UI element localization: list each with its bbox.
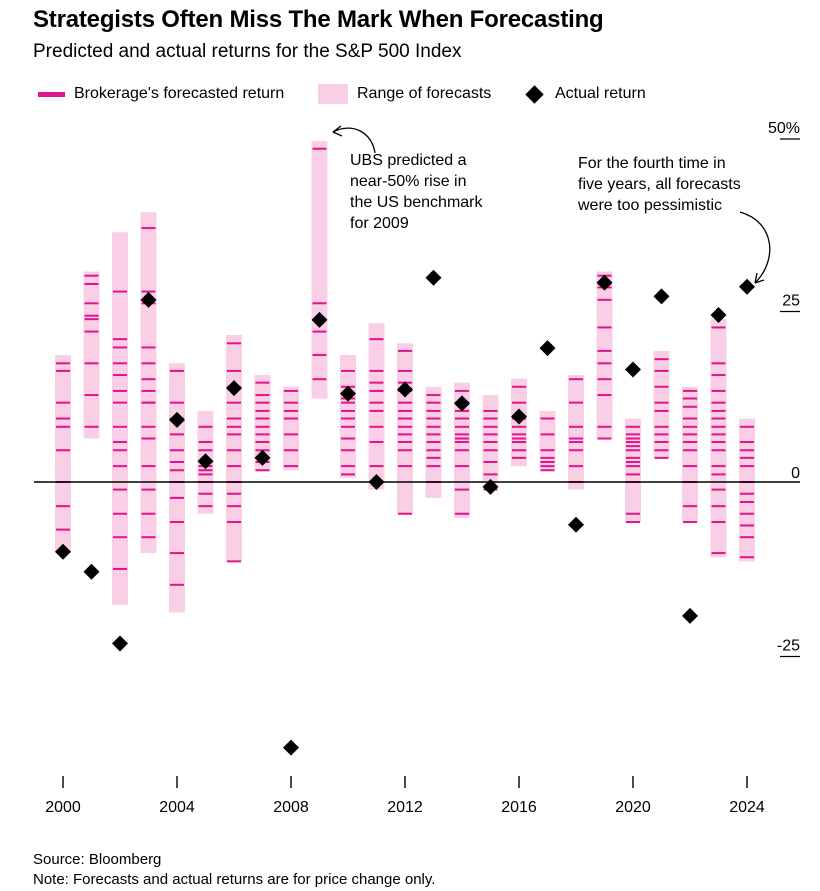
legend-swatch-actual: [525, 84, 544, 104]
range-bar-2002: [112, 232, 128, 605]
range-bar-2017: [539, 410, 556, 471]
x-tick-label-2024: 2024: [729, 799, 765, 816]
actual-point-2021: [653, 288, 670, 305]
actual-point-2006: [226, 380, 242, 397]
legend-label-forecast: Brokerage's forecasted return: [74, 85, 285, 102]
range-bar-2004: [169, 363, 185, 613]
actual-point-2012: [397, 381, 413, 398]
range-bar-2003: [140, 212, 157, 554]
range-bar-2015: [482, 395, 499, 482]
range-bar-2009: [311, 141, 328, 399]
footnote: Note: Forecasts and actual returns are f…: [33, 871, 436, 888]
actual-point-2008: [283, 739, 299, 756]
actual-point-2018: [568, 516, 584, 533]
annotation-ubs-arrowhead: [332, 125, 343, 137]
range-bar-2021: [653, 350, 670, 458]
y-tick-label-1: 25: [782, 293, 800, 310]
range-bar-2022: [682, 386, 698, 523]
y-tick-label-3: -25: [777, 638, 800, 655]
legend-item-forecast: Brokerage's forecasted return: [38, 83, 284, 105]
legend-item-actual: Actual return: [524, 83, 646, 105]
y-tick-label-0: 50%: [768, 120, 800, 137]
range-bar-2006: [226, 335, 242, 562]
actual-point-2009: [311, 311, 328, 328]
x-tick-label-2020: 2020: [615, 799, 651, 816]
actual-point-2014: [454, 395, 470, 412]
actual-point-2000: [55, 543, 71, 560]
actual-point-2010: [340, 385, 356, 402]
x-tick-label-2008: 2008: [273, 799, 309, 816]
x-tick-label-2004: 2004: [159, 799, 195, 816]
actual-point-2023: [710, 307, 727, 324]
actual-point-2002: [112, 635, 128, 652]
legend-item-range: Range of forecasts: [318, 83, 491, 105]
actual-point-2004: [169, 411, 185, 428]
range-bar-2010: [340, 355, 356, 478]
annotation-ubs-arrow: [332, 127, 376, 154]
actual-point-2022: [682, 607, 698, 624]
range-bar-2024: [739, 418, 755, 562]
actual-point-2005: [197, 453, 214, 470]
range-bar-2008: [283, 386, 299, 471]
source-note: Source: Bloomberg: [33, 851, 162, 868]
actual-point-2016: [511, 408, 527, 425]
range-bar-2001: [83, 271, 100, 439]
range-bar-2018: [568, 375, 584, 490]
legend-label-range: Range of forecasts: [357, 85, 492, 102]
range-bar-2019: [596, 271, 613, 439]
y-tick-label-2: 0: [791, 465, 800, 482]
range-bar-2023: [710, 319, 727, 558]
legend: Brokerage's forecasted return Range of f…: [38, 83, 738, 105]
actual-point-2011: [368, 474, 385, 490]
annotation-ubs: UBS predicted a near-50% rise in the US be…: [350, 152, 484, 232]
actual-point-2007: [254, 449, 271, 466]
chart-plot: 50% 25 0 -25 2000 2004 2008 2012 2016 2020 2024 UBS…: [34, 120, 800, 816]
chart-subtitle: Predicted and actual returns for the S&P…: [33, 41, 462, 62]
actual-point-2020: [625, 361, 641, 378]
range-bar-2011: [368, 323, 385, 490]
range-bar-2007: [254, 375, 271, 471]
annotation-pessimistic-arrow: [739, 211, 771, 284]
actual-point-2024: [739, 278, 755, 295]
x-tick-label-2012: 2012: [387, 799, 423, 816]
chart-title: Strategists Often Miss The Mark When For…: [33, 6, 604, 33]
actual-point-2001: [83, 563, 100, 580]
annotation-pessimistic-arrowhead: [754, 272, 765, 284]
range-bar-2012: [397, 343, 413, 514]
actual-point-2019: [596, 274, 613, 291]
x-tick-label-2000: 2000: [45, 799, 81, 816]
range-bar-2000: [55, 355, 71, 554]
actual-point-2017: [539, 340, 556, 357]
actual-point-2003: [140, 291, 157, 308]
legend-swatch-range: [318, 84, 348, 104]
actual-point-2015: [482, 478, 499, 495]
actual-point-2013: [425, 269, 442, 286]
annotation-pessimistic: For the fourth time in five years, all fo…: [577, 155, 741, 214]
x-tick-label-2016: 2016: [501, 799, 537, 816]
legend-swatch-forecast: [38, 91, 65, 97]
legend-label-actual: Actual return: [555, 85, 646, 102]
range-bar-2020: [625, 418, 641, 523]
